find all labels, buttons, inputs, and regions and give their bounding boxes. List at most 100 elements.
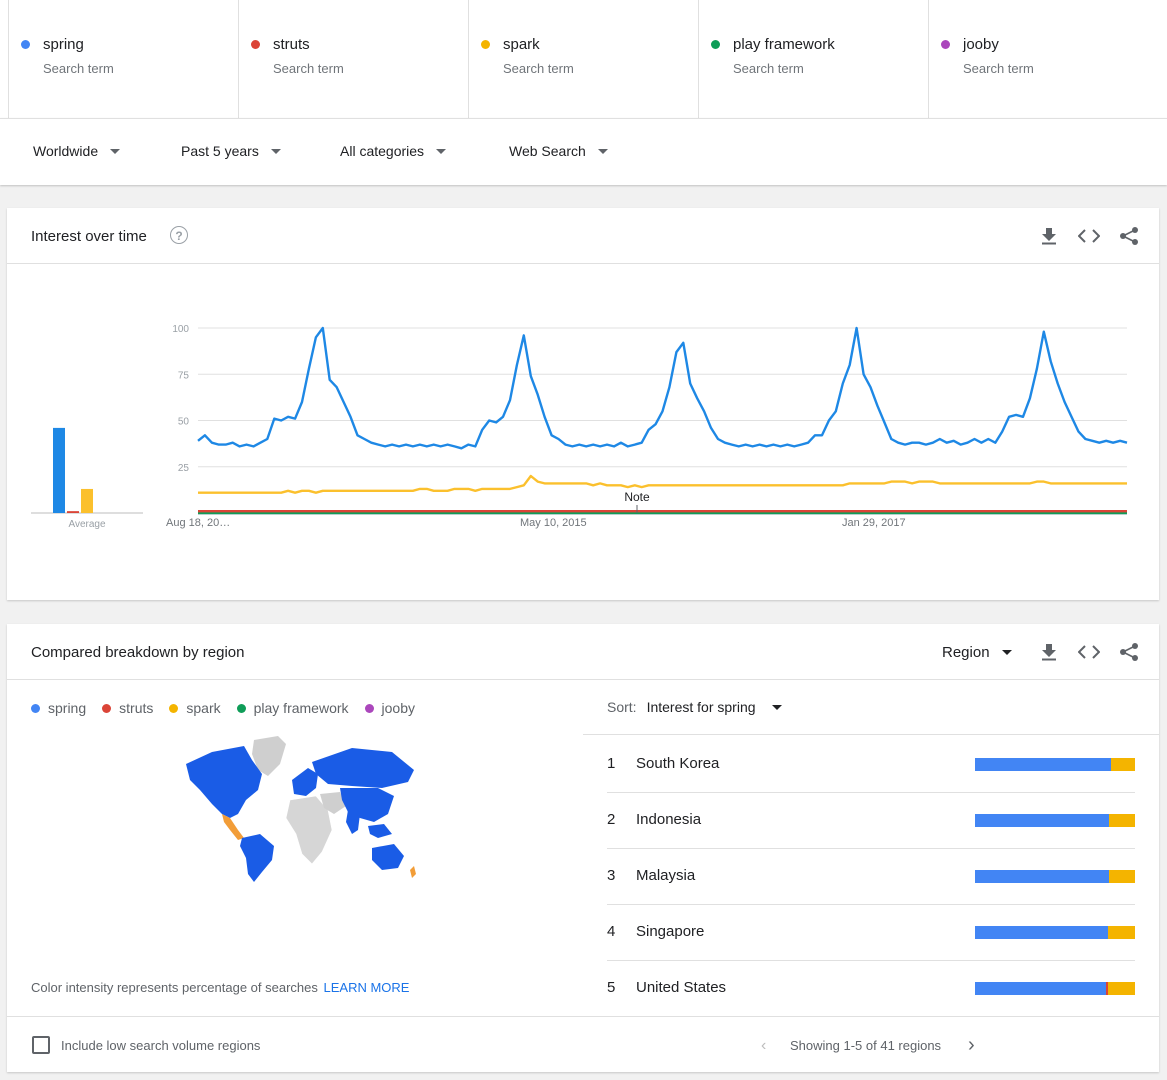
share-segment-spring [975,814,1110,827]
prev-page-icon[interactable]: ‹ [761,1037,767,1054]
region-name: Malaysia [636,867,696,884]
term-card-struts[interactable]: struts Search term [238,0,468,118]
term-color-dot [711,40,720,49]
average-bar-struts [67,511,79,513]
region-row[interactable]: 2 Indonesia [607,792,1135,849]
intensity-note: Color intensity represents percentage of… [31,980,409,995]
y-tick-label: 25 [178,463,190,474]
location-filter-label: Worldwide [33,143,99,159]
region-rank: 4 [607,923,616,940]
embed-code-icon[interactable] [1077,224,1101,248]
share-segment-spark [1109,870,1135,883]
search-type-filter-label: Web Search [509,143,586,159]
term-type: Search term [273,61,344,76]
category-filter-label: All categories [340,143,425,159]
region-rank: 3 [607,867,616,884]
map-region-africa [285,795,333,865]
legend-dot [31,703,40,713]
map-region-australia [372,844,404,870]
region-row[interactable]: 3 Malaysia [607,848,1135,905]
interest-chart: 100 75 50 25 Aug 18, 20… May 10, 2015 Jan 29, … [31,324,1128,530]
map-region-russia [312,748,414,788]
average-label: Average [68,519,106,530]
search-type-filter[interactable]: Web Search [509,143,608,159]
term-color-dot [251,40,260,49]
embed-code-icon[interactable] [1077,640,1101,664]
include-low-volume-label: Include low search volume regions [61,1038,261,1053]
region-legend: spring struts spark play framework jooby [31,700,431,716]
share-icon[interactable] [1117,640,1141,664]
dropdown-arrow-icon [110,148,121,154]
time-filter[interactable]: Past 5 years [181,143,281,159]
legend-label: jooby [381,700,415,716]
term-name: jooby [963,36,999,53]
legend-label: struts [119,700,154,716]
legend-item-play-framework: play framework [236,700,349,716]
map-region-north-america [186,746,262,818]
dropdown-arrow-icon [1001,650,1012,655]
intensity-note-text: Color intensity represents percentage of… [31,980,318,995]
average-bar-spark [81,488,93,513]
search-terms-bar: spring Search term struts Search term sp… [0,0,1167,118]
term-card-spring[interactable]: spring Search term [8,0,238,118]
share-segment-struts [1106,982,1108,995]
time-filter-label: Past 5 years [181,143,259,159]
region-rank: 2 [607,811,616,828]
map-region-south-america [240,834,274,882]
legend-item-spark: spark [169,700,221,716]
term-type: Search term [503,61,574,76]
share-icon[interactable] [1117,224,1141,248]
sort-label: Sort: [607,699,637,715]
region-share-bar [975,982,1135,995]
note-label: Note [624,490,650,504]
legend-item-jooby: jooby [364,700,415,716]
next-page-icon[interactable]: › [968,1034,975,1056]
help-circle-icon[interactable]: ? [170,226,188,244]
region-share-bar [975,758,1135,771]
category-filter[interactable]: All categories [340,143,447,159]
download-icon[interactable] [1037,640,1061,664]
location-filter[interactable]: Worldwide [33,143,121,159]
x-tick-label: Jan 29, 2017 [842,517,906,529]
term-card-play-framework[interactable]: play framework Search term [698,0,928,118]
term-name: play framework [733,36,835,53]
legend-label: spark [186,700,221,716]
region-row[interactable]: 5 United States [607,960,1135,1017]
legend-item-struts: struts [102,700,153,716]
term-type: Search term [963,61,1034,76]
region-row[interactable]: 4 Singapore [607,904,1135,961]
region-row[interactable]: 1 South Korea [607,737,1135,793]
legend-label: spring [48,700,87,716]
y-tick-label: 50 [178,417,190,428]
dropdown-arrow-icon [771,704,782,710]
term-color-dot [481,40,490,49]
term-card-spark[interactable]: spark Search term [468,0,698,118]
legend-dot [169,703,179,713]
share-segment-spark [1109,814,1135,827]
download-icon[interactable] [1037,224,1061,248]
card-divider [7,679,1159,680]
resolution-label: Region [942,644,990,661]
series-line-spring [197,326,1128,450]
map-region-southeast-asia [368,824,392,838]
term-color-dot [21,40,30,49]
filter-bar: Worldwide Past 5 years All categories We… [0,118,1167,185]
resolution-dropdown[interactable]: Region [942,644,1012,661]
learn-more-link[interactable]: LEARN MORE [323,980,410,995]
sort-dropdown[interactable]: Sort: Interest for spring [607,699,782,715]
average-bar-spring [53,427,65,513]
term-card-jooby[interactable]: jooby Search term [928,0,1158,118]
world-map [186,736,416,882]
region-name: Singapore [636,923,705,940]
term-name: struts [273,36,310,53]
pagination-label: Showing 1-5 of 41 regions [790,1038,942,1053]
dropdown-arrow-icon [270,148,281,154]
y-tick-label: 100 [172,324,189,335]
include-low-volume-checkbox[interactable] [32,1036,50,1054]
term-name: spring [43,36,84,53]
share-segment-spark [1107,926,1135,939]
x-tick-label: May 10, 2015 [520,517,587,529]
term-name: spark [503,36,540,53]
card-divider [7,263,1159,264]
list-divider [583,734,1159,735]
